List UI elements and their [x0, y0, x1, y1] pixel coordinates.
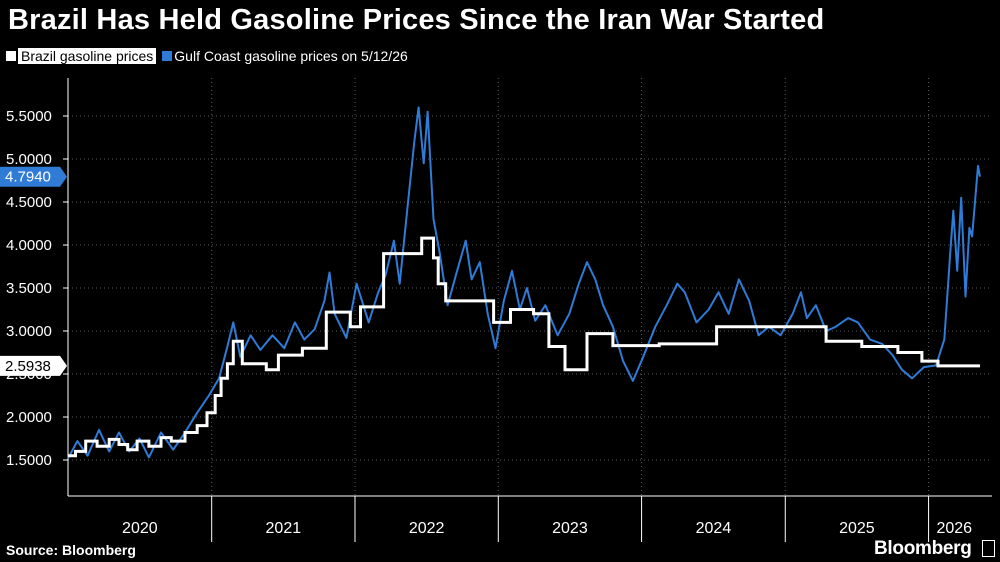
- series-layer: [67, 106, 981, 459]
- x-tick-label: 2020: [122, 520, 158, 537]
- x-tick-label: 2023: [552, 520, 588, 537]
- x-tick-label: 2021: [266, 520, 302, 537]
- grid-layer: [68, 78, 992, 496]
- y-tick-label: 3.5000: [6, 280, 52, 297]
- legend-swatch-brazil: [6, 51, 16, 61]
- legend-item-brazil: Brazil gasoline prices: [6, 48, 157, 64]
- y-tick-label: 3.0000: [6, 323, 52, 340]
- legend-label-gulf: Gulf Coast gasoline prices on 5/12/26: [174, 48, 408, 64]
- last-value-flag-gulf: 4.7940: [0, 166, 67, 187]
- axis-layer: 1.50002.00002.50003.00003.50004.00004.50…: [6, 78, 992, 542]
- y-tick-label: 5.5000: [6, 108, 52, 125]
- y-tick-label: 2.0000: [6, 409, 52, 426]
- last-value-flag-gulf-text: 4.7940: [5, 169, 51, 186]
- x-tick-label: 2024: [696, 520, 732, 537]
- last-value-flag-brazil-text: 2.5938: [5, 358, 51, 375]
- legend: Brazil gasoline prices Gulf Coast gasoli…: [6, 48, 414, 64]
- legend-label-brazil: Brazil gasoline prices: [18, 48, 157, 64]
- series-line-brazil: [68, 236, 980, 458]
- last-value-flag-brazil-bg: [0, 355, 67, 376]
- y-tick-label: 4.5000: [6, 194, 52, 211]
- x-tick-label: 2025: [839, 520, 875, 537]
- last-value-flag-gulf-bg: [0, 166, 67, 187]
- legend-item-gulf: Gulf Coast gasoline prices on 5/12/26: [162, 48, 408, 64]
- label-layer: 4.7940 2.5938: [0, 166, 67, 376]
- y-tick-label: 1.5000: [6, 452, 52, 469]
- brand-logo: Bloomberg: [874, 538, 972, 559]
- chart-title: Brazil Has Held Gasoline Prices Since th…: [8, 4, 825, 36]
- source-note: Source: Bloomberg: [6, 542, 136, 558]
- x-tick-label: 2026: [936, 520, 972, 537]
- series-line-gulf: [67, 106, 981, 459]
- x-tick-label: 2022: [409, 520, 445, 537]
- y-tick-label: 5.0000: [6, 151, 52, 168]
- brand-mark-icon: [982, 540, 995, 557]
- last-value-flag-brazil: 2.5938: [0, 355, 67, 376]
- legend-swatch-gulf: [162, 51, 173, 61]
- y-tick-label: 4.0000: [6, 237, 52, 254]
